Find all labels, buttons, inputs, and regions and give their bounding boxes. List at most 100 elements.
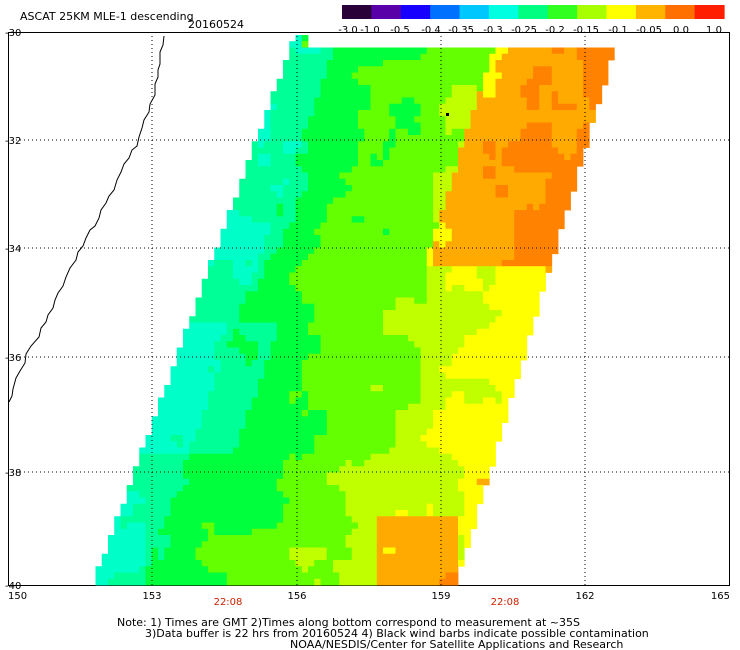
swath-cell bbox=[308, 247, 315, 255]
note-line-3: NOAA/NESDIS/Center for Satellite Applica… bbox=[290, 638, 624, 650]
swath-cell bbox=[370, 91, 378, 98]
swath-cell bbox=[358, 153, 365, 161]
swath-cell bbox=[383, 510, 390, 517]
swath-cell bbox=[351, 460, 359, 467]
swath-cell bbox=[464, 391, 471, 398]
swath-cell bbox=[251, 428, 259, 436]
swath-cell bbox=[476, 253, 484, 261]
swath-cell bbox=[383, 353, 390, 361]
swath-cell bbox=[420, 447, 428, 455]
swath-cell bbox=[164, 541, 171, 548]
swath-cell bbox=[226, 266, 234, 273]
swath-cell bbox=[458, 66, 465, 73]
swath-cell bbox=[533, 85, 540, 92]
swath-cell bbox=[133, 553, 140, 561]
swath-cell bbox=[239, 478, 246, 486]
swath-cell bbox=[458, 422, 465, 430]
swath-cell bbox=[176, 366, 184, 373]
swath-cell bbox=[420, 416, 428, 423]
swath-cell bbox=[145, 535, 153, 542]
swath-cell bbox=[308, 522, 315, 530]
swath-cell bbox=[458, 460, 465, 467]
swath-cell bbox=[295, 85, 303, 92]
swath-cell bbox=[595, 60, 603, 67]
swath-cell bbox=[301, 228, 309, 236]
swath-cell bbox=[464, 291, 471, 298]
swath-cell bbox=[314, 97, 321, 105]
swath-cell bbox=[283, 328, 290, 336]
swath-cell bbox=[283, 253, 290, 261]
swath-cell bbox=[226, 260, 234, 267]
swath-cell bbox=[326, 178, 334, 186]
swath-cell bbox=[226, 403, 234, 411]
swath-cell bbox=[314, 541, 321, 548]
swath-cell bbox=[445, 547, 453, 555]
swath-cell bbox=[339, 360, 346, 367]
swath-cell bbox=[495, 116, 503, 123]
swath-cell bbox=[189, 547, 196, 555]
swath-cell bbox=[214, 260, 221, 267]
swath-cell bbox=[495, 347, 503, 355]
swath-cell bbox=[214, 535, 221, 542]
swath-cell bbox=[426, 497, 434, 505]
swath-cell bbox=[458, 353, 465, 361]
swath-cell bbox=[389, 466, 396, 473]
swath-cell bbox=[395, 128, 403, 136]
swath-cell bbox=[470, 272, 478, 280]
swath-cell bbox=[401, 378, 409, 386]
swath-cell bbox=[339, 297, 346, 305]
swath-cell bbox=[414, 178, 421, 186]
swath-cell bbox=[426, 360, 434, 367]
swath-cell bbox=[326, 247, 334, 255]
swath-cell bbox=[520, 122, 528, 130]
swath-cell bbox=[433, 572, 440, 580]
swath-cell bbox=[445, 447, 453, 455]
swath-cell bbox=[95, 578, 103, 586]
swath-cell bbox=[370, 185, 378, 192]
swath-cell bbox=[551, 110, 559, 117]
swath-cell bbox=[264, 191, 271, 198]
swath-cell bbox=[264, 353, 271, 361]
swath-cell bbox=[233, 235, 240, 242]
swath-cell bbox=[345, 78, 353, 86]
swath-cell bbox=[345, 135, 353, 142]
swath-cell bbox=[258, 435, 265, 442]
swath-cell bbox=[433, 328, 440, 336]
swath-cell bbox=[283, 153, 290, 161]
swath-cell bbox=[139, 553, 146, 561]
swath-cell bbox=[420, 66, 428, 73]
swath-cell bbox=[433, 210, 440, 217]
swath-cell bbox=[333, 147, 340, 155]
swath-cell bbox=[326, 353, 334, 361]
swath-cell bbox=[251, 560, 259, 567]
swath-cell bbox=[226, 360, 234, 367]
swath-cell bbox=[526, 135, 534, 142]
swath-cell bbox=[420, 241, 428, 248]
swath-cell bbox=[426, 135, 434, 142]
swath-cell bbox=[426, 272, 434, 280]
swath-cell bbox=[339, 572, 346, 580]
swath-cell bbox=[189, 572, 196, 580]
swath-cell bbox=[320, 222, 328, 230]
swath-cell bbox=[295, 478, 303, 486]
swath-cell bbox=[476, 166, 484, 173]
swath-cell bbox=[458, 328, 465, 336]
swath-cell bbox=[289, 135, 296, 142]
swath-cell bbox=[426, 428, 434, 436]
swath-cell bbox=[476, 160, 484, 167]
swath-cell bbox=[433, 466, 440, 473]
swath-cell bbox=[308, 385, 315, 392]
swath-cell bbox=[333, 66, 340, 73]
swath-cell bbox=[270, 91, 278, 98]
swath-cell bbox=[276, 153, 284, 161]
swath-cell bbox=[308, 310, 315, 317]
swath-cell bbox=[183, 466, 190, 473]
swath-cell bbox=[289, 397, 296, 405]
swath-cell bbox=[408, 278, 415, 286]
swath-cell bbox=[433, 285, 440, 292]
swath-cell bbox=[601, 72, 609, 80]
swath-cell bbox=[358, 466, 365, 473]
swath-cell bbox=[451, 441, 459, 448]
swath-cell bbox=[458, 397, 465, 405]
swath-cell bbox=[433, 147, 440, 155]
